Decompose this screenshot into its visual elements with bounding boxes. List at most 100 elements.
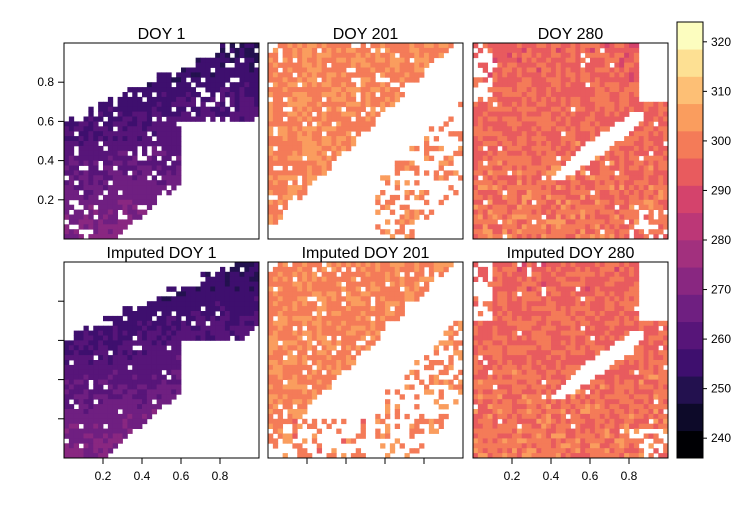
heat-cell xyxy=(483,43,488,48)
heat-cell xyxy=(123,141,128,146)
heat-cell xyxy=(497,112,502,117)
heat-cell xyxy=(123,166,128,171)
heat-cell xyxy=(84,404,89,409)
heat-cell xyxy=(614,215,619,220)
heat-cell xyxy=(536,131,541,136)
heat-cell xyxy=(132,380,137,385)
heat-cell xyxy=(64,141,69,146)
heat-cell xyxy=(215,277,220,282)
heat-cell xyxy=(249,68,254,73)
heat-cell xyxy=(312,72,317,77)
heat-cell xyxy=(201,97,206,102)
heat-cell xyxy=(580,331,585,336)
heat-cell xyxy=(507,92,512,97)
heat-cell xyxy=(561,277,566,282)
heat-cell xyxy=(302,350,307,355)
heat-cell xyxy=(366,301,371,306)
heat-cell xyxy=(370,262,375,267)
heat-cell xyxy=(370,92,375,97)
heat-cell xyxy=(147,82,152,87)
heat-cell xyxy=(370,336,375,341)
heat-cell xyxy=(235,117,240,122)
heat-cell xyxy=(235,58,240,63)
heat-cell xyxy=(297,375,302,380)
heat-cell xyxy=(517,102,522,107)
heat-cell xyxy=(205,287,210,292)
heat-cell xyxy=(658,219,663,224)
heat-cell xyxy=(118,151,123,156)
heat-cell xyxy=(268,419,273,424)
heat-cell xyxy=(439,146,444,151)
heat-cell xyxy=(64,443,69,448)
heat-cell xyxy=(434,380,439,385)
heat-cell xyxy=(84,224,89,229)
heat-cell xyxy=(147,301,152,306)
heat-cell xyxy=(196,287,201,292)
heat-cell xyxy=(249,107,254,112)
heat-cell xyxy=(152,311,157,316)
heat-cell xyxy=(595,224,600,229)
heat-cell xyxy=(74,385,79,390)
heat-cell xyxy=(512,92,517,97)
heat-cell xyxy=(268,340,273,345)
heat-cell xyxy=(297,141,302,146)
heat-cell xyxy=(610,156,615,161)
heat-cell xyxy=(292,389,297,394)
heat-cell xyxy=(98,419,103,424)
heat-cell xyxy=(93,326,98,331)
heat-cell xyxy=(483,151,488,156)
heat-cell xyxy=(336,291,341,296)
heat-cell xyxy=(580,306,585,311)
heat-cell xyxy=(64,156,69,161)
heat-cell xyxy=(84,131,89,136)
heat-cell xyxy=(517,311,522,316)
heat-cell xyxy=(522,97,527,102)
heat-cell xyxy=(551,82,556,87)
heat-cell xyxy=(341,306,346,311)
heat-cell xyxy=(644,141,649,146)
heat-cell xyxy=(634,107,639,112)
heat-cell xyxy=(235,311,240,316)
heat-cell xyxy=(571,131,576,136)
heat-cell xyxy=(317,156,322,161)
heat-cell xyxy=(288,121,293,126)
heat-cell xyxy=(439,419,444,424)
heat-cell xyxy=(312,306,317,311)
heat-cell xyxy=(297,311,302,316)
heat-cell xyxy=(619,296,624,301)
heat-cell xyxy=(605,53,610,58)
heat-cell xyxy=(176,331,181,336)
heat-cell xyxy=(619,267,624,272)
heat-cell xyxy=(176,175,181,180)
heat-cell xyxy=(434,146,439,151)
heat-cell xyxy=(123,419,128,424)
heat-cell xyxy=(69,424,74,429)
heat-cell xyxy=(302,311,307,316)
heat-cell xyxy=(278,215,283,220)
heat-cell xyxy=(488,190,493,195)
heat-cell xyxy=(522,48,527,53)
heat-cell xyxy=(527,68,532,73)
heat-cell xyxy=(532,311,537,316)
heat-cell xyxy=(288,185,293,190)
heat-cell xyxy=(409,277,414,282)
heat-cell xyxy=(356,311,361,316)
heat-cell xyxy=(312,151,317,156)
heat-cell xyxy=(307,326,312,331)
heat-cell xyxy=(580,68,585,73)
heat-cell xyxy=(497,200,502,205)
heat-cell xyxy=(123,200,128,205)
heat-cell xyxy=(493,306,498,311)
heat-cell xyxy=(79,141,84,146)
heat-cell xyxy=(556,82,561,87)
heat-cell xyxy=(69,215,74,220)
heat-cell xyxy=(74,190,79,195)
heat-cell xyxy=(434,429,439,434)
heat-cell xyxy=(419,419,424,424)
heat-cell xyxy=(536,112,541,117)
heat-cell xyxy=(166,146,171,151)
heat-cell xyxy=(575,102,580,107)
heat-cell xyxy=(152,394,157,399)
heat-cell xyxy=(288,306,293,311)
heat-cell xyxy=(137,112,142,117)
